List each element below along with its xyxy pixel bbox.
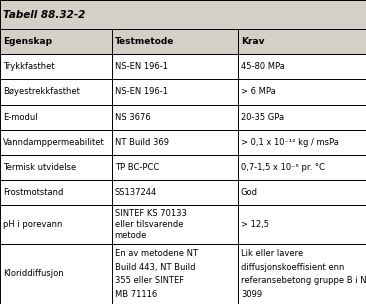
- Bar: [0, 79, 112, 105]
- Bar: [0, 54, 112, 79]
- Text: 45-80 MPa: 45-80 MPa: [241, 62, 285, 71]
- Bar: [112, 29, 238, 54]
- Bar: [0, 180, 112, 205]
- Text: Lik eller lavere: Lik eller lavere: [241, 249, 303, 258]
- Text: Bøyestrekkfasthet: Bøyestrekkfasthet: [3, 88, 80, 96]
- Text: > 0,1 x 10⁻¹² kg / msPa: > 0,1 x 10⁻¹² kg / msPa: [241, 138, 339, 147]
- Text: referansebetong gruppe B i NS: referansebetong gruppe B i NS: [241, 276, 366, 285]
- Text: TP BC-PCC: TP BC-PCC: [115, 163, 159, 172]
- Text: 0,7-1,5 x 10⁻⁵ pr. °C: 0,7-1,5 x 10⁻⁵ pr. °C: [241, 163, 325, 172]
- Bar: [0, 130, 112, 155]
- Text: Testmetode: Testmetode: [115, 37, 174, 46]
- Text: Kloriddiffusjon: Kloriddiffusjon: [3, 269, 64, 278]
- Bar: [238, 155, 366, 180]
- Bar: [238, 29, 366, 54]
- Text: Vanndamppermeabilitet: Vanndamppermeabilitet: [3, 138, 105, 147]
- Text: NT Build 369: NT Build 369: [115, 138, 169, 147]
- Text: 20-35 GPa: 20-35 GPa: [241, 113, 284, 122]
- Bar: [238, 205, 366, 244]
- Bar: [112, 244, 238, 304]
- Text: 355 eller SINTEF: 355 eller SINTEF: [115, 276, 184, 285]
- Text: E-modul: E-modul: [3, 113, 38, 122]
- Text: pH i porevann: pH i porevann: [3, 220, 62, 229]
- Text: Krav: Krav: [241, 37, 264, 46]
- Text: 3099: 3099: [241, 290, 262, 299]
- Text: Trykkfasthet: Trykkfasthet: [3, 62, 55, 71]
- Text: Egenskap: Egenskap: [3, 37, 52, 46]
- Text: Tabell 88.32-2: Tabell 88.32-2: [3, 9, 85, 19]
- Bar: [0, 29, 112, 54]
- Text: eller tilsvarende: eller tilsvarende: [115, 220, 183, 229]
- Bar: [112, 79, 238, 105]
- Text: SINTEF KS 70133: SINTEF KS 70133: [115, 209, 186, 218]
- Bar: [112, 54, 238, 79]
- Bar: [0, 205, 112, 244]
- Text: NS-EN 196-1: NS-EN 196-1: [115, 62, 168, 71]
- Bar: [112, 205, 238, 244]
- Bar: [0, 244, 112, 304]
- Text: > 12,5: > 12,5: [241, 220, 269, 229]
- Text: > 6 MPa: > 6 MPa: [241, 88, 276, 96]
- Text: metode: metode: [115, 231, 147, 240]
- Bar: [112, 130, 238, 155]
- Text: NS-EN 196-1: NS-EN 196-1: [115, 88, 168, 96]
- Bar: [112, 105, 238, 130]
- Text: God: God: [241, 188, 258, 197]
- Bar: [238, 130, 366, 155]
- Bar: [0, 155, 112, 180]
- Bar: [0, 0, 366, 29]
- Text: NS 3676: NS 3676: [115, 113, 150, 122]
- Text: diffusjonskoeffisient enn: diffusjonskoeffisient enn: [241, 263, 344, 271]
- Bar: [238, 105, 366, 130]
- Text: En av metodene NT: En av metodene NT: [115, 249, 198, 258]
- Bar: [112, 155, 238, 180]
- Text: SS137244: SS137244: [115, 188, 157, 197]
- Bar: [238, 244, 366, 304]
- Bar: [112, 180, 238, 205]
- Text: MB 71116: MB 71116: [115, 290, 157, 299]
- Bar: [0, 105, 112, 130]
- Text: Frostmotstand: Frostmotstand: [3, 188, 63, 197]
- Bar: [238, 79, 366, 105]
- Bar: [238, 180, 366, 205]
- Text: Termisk utvidelse: Termisk utvidelse: [3, 163, 76, 172]
- Bar: [238, 54, 366, 79]
- Text: Build 443, NT Build: Build 443, NT Build: [115, 263, 195, 271]
